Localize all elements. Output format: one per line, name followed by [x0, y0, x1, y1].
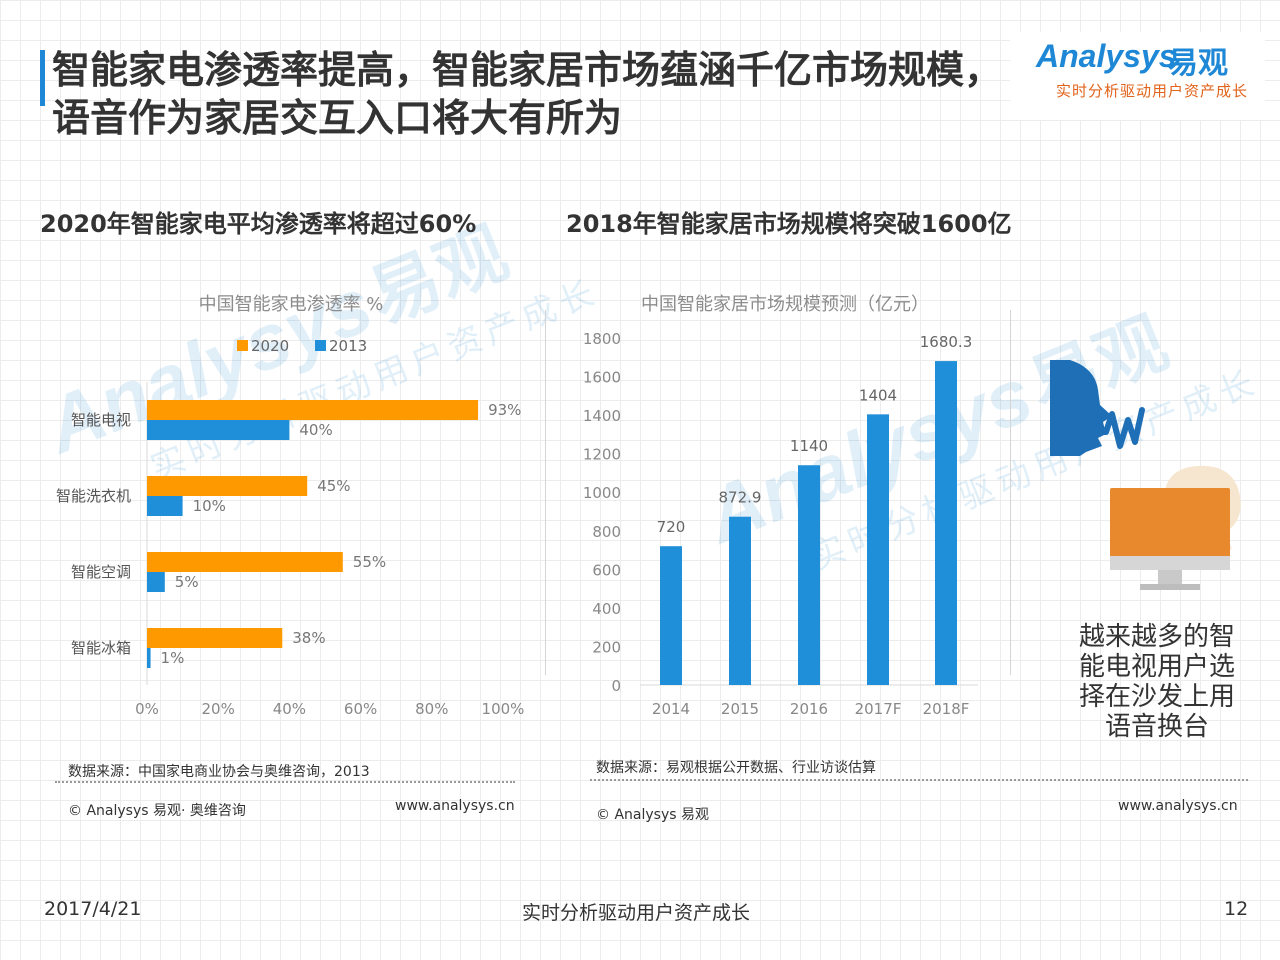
logo-chinese: 易观: [1168, 46, 1228, 81]
y-tick-label: 800: [592, 523, 621, 541]
x-tick-label: 2014: [652, 700, 690, 718]
legend-label: 2013: [329, 337, 367, 355]
bar: [729, 516, 751, 685]
bar: [867, 414, 889, 685]
category-label: 智能冰箱: [71, 639, 131, 657]
bar: [147, 552, 343, 572]
left-source-note: 数据来源：中国家电商业协会与奥维咨询，2013: [68, 764, 370, 780]
x-tick-label: 2015: [721, 700, 759, 718]
market-size-chart: 0 200 400 600 800 1000 1200 1400 1600 1800 720 2014…: [583, 330, 978, 718]
legend-swatch: [237, 340, 248, 351]
category-label: 智能空调: [71, 563, 131, 581]
legend-label: 2020: [251, 337, 289, 355]
footer-date: 2017/4/21: [44, 898, 142, 920]
data-label: 1680.3: [920, 333, 973, 351]
chart-frame-line: [1010, 310, 1011, 675]
tv-monitor-icon: [1110, 488, 1230, 590]
x-tick-label: 40%: [273, 700, 306, 718]
legend-swatch: [315, 340, 326, 351]
bar: [147, 572, 165, 592]
y-tick-label: 600: [592, 561, 621, 579]
data-label: 720: [657, 518, 686, 536]
x-tick-label: 80%: [415, 700, 448, 718]
chart-divider: [545, 310, 546, 675]
x-tick-label: 2016: [790, 700, 828, 718]
bar: [147, 648, 151, 668]
bar: [147, 476, 308, 496]
data-label: 5%: [175, 573, 199, 591]
data-label: 38%: [292, 629, 325, 647]
y-tick-label: 1600: [583, 369, 621, 387]
penetration-rate-chart: 2020 2013 0% 20% 40% 60% 80% 100% 智能电视 93% 40% 智能洗衣…: [56, 337, 525, 718]
x-tick-label: 100%: [482, 700, 525, 718]
bar: [147, 400, 479, 420]
bar: [147, 496, 183, 516]
left-url: www.analysys.cn: [395, 798, 515, 814]
data-label: 1140: [790, 437, 828, 455]
footer-slogan: 实时分析驱动用户资产成长: [522, 902, 751, 924]
title-accent-bar: [40, 50, 45, 106]
illustration-caption: 越来越多的智能电视用户选择在沙发上用语音换台: [1078, 622, 1235, 742]
y-tick-label: 1400: [583, 407, 621, 425]
x-tick-label: 2018F: [923, 700, 970, 718]
y-tick-label: 400: [592, 600, 621, 618]
logo-wordmark: Analysys: [1036, 38, 1177, 74]
right-chart-title: 中国智能家居市场规模预测（亿元）: [641, 294, 929, 315]
bar: [147, 628, 283, 648]
data-label: 1404: [859, 386, 897, 404]
x-tick-label: 60%: [344, 700, 377, 718]
category-label: 智能洗衣机: [56, 487, 131, 505]
bar: [798, 465, 820, 685]
right-url: www.analysys.cn: [1118, 798, 1238, 814]
data-label: 1%: [161, 649, 185, 667]
bar: [147, 420, 290, 440]
left-source-divider: [55, 781, 515, 783]
y-tick-label: 200: [592, 638, 621, 656]
right-section-heading: 2018年智能家居市场规模将突破1600亿: [566, 210, 1012, 238]
bar: [935, 361, 957, 685]
y-tick-label: 1800: [583, 330, 621, 348]
x-tick-label: 2017F: [855, 700, 902, 718]
data-label: 45%: [317, 477, 350, 495]
data-label: 93%: [488, 401, 521, 419]
page-number: 12: [1224, 898, 1249, 920]
x-tick-label: 20%: [202, 700, 235, 718]
right-source-divider: [590, 779, 1248, 781]
left-section-heading: 2020年智能家电平均渗透率将超过60%: [40, 210, 477, 238]
page-title: 智能家电渗透率提高，智能家居市场蕴涵千亿市场规模，语音作为家居交互入口将大有所为: [52, 48, 1003, 140]
left-copyright: © Analysys 易观· 奥维咨询: [68, 803, 246, 819]
logo-tagline: 实时分析驱动用户资产成长: [1056, 82, 1249, 100]
speaking-head-icon: [1050, 360, 1112, 456]
y-tick-label: 0: [611, 677, 621, 695]
right-copyright: © Analysys 易观: [596, 807, 709, 823]
right-source-note: 数据来源：易观根据公开数据、行业访谈估算: [596, 760, 876, 776]
x-tick-label: 0%: [135, 700, 159, 718]
data-label: 10%: [193, 497, 226, 515]
data-label: 40%: [299, 421, 332, 439]
brand-logo: Analysys 易观 实时分析驱动用户资产成长: [1010, 32, 1265, 120]
bar: [660, 546, 682, 685]
sound-wave-icon: [1095, 407, 1145, 449]
data-label: 55%: [353, 553, 386, 571]
y-tick-label: 1000: [583, 484, 621, 502]
y-tick-label: 1200: [583, 446, 621, 464]
category-label: 智能电视: [71, 411, 131, 429]
left-chart-title: 中国智能家电渗透率 %: [198, 294, 384, 315]
data-label: 872.9: [719, 489, 762, 507]
voice-tv-illustration: [1050, 360, 1241, 590]
